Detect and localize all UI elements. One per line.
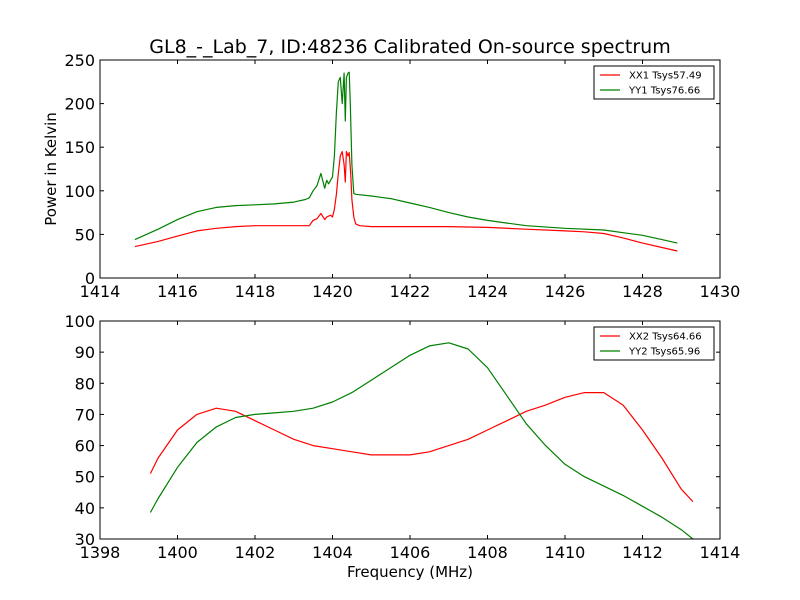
- y-tick-label: 100: [64, 182, 95, 201]
- chart-panel-2: 1398 1400 1402 1404 1406 1408 1410 1412 1414 30 40…: [64, 312, 740, 581]
- legend-box: [593, 326, 715, 361]
- x-tick-label: 1420: [312, 282, 353, 301]
- x-axis-label: Frequency (MHz): [347, 563, 473, 581]
- y-tick-label: 30: [75, 530, 95, 549]
- legend-box: [593, 65, 715, 100]
- legend: XX1 Tsys57.49 YY1 Tsys76.66: [593, 65, 715, 100]
- legend-label: YY1 Tsys76.66: [628, 86, 700, 97]
- x-tick-label: 1404: [312, 543, 353, 562]
- series-line-1-2: [134, 71, 678, 244]
- series-group: [134, 71, 678, 252]
- y-tick-label: 200: [64, 95, 95, 114]
- x-tick-label: 1408: [467, 543, 508, 562]
- panels: 1414 1416 1418 1420 1422 1424 1426 1428 14300501…: [42, 51, 740, 581]
- x-tick-label: 1416: [157, 282, 198, 301]
- y-tick-label: 70: [75, 405, 95, 424]
- y-tick-label: 90: [75, 343, 95, 362]
- y-tick-label: 50: [75, 468, 95, 487]
- legend-label: YY2 Tsys65.96: [628, 347, 700, 358]
- x-tick-label: 1430: [700, 282, 741, 301]
- x-tick-label: 1414: [80, 282, 121, 301]
- legend-label: XX1 Tsys57.49: [629, 71, 702, 82]
- x-tick-label: 1414: [700, 543, 741, 562]
- x-tick-label: 1428: [622, 282, 663, 301]
- series-line-1-1: [134, 151, 678, 252]
- y-tick-label: 80: [75, 374, 95, 393]
- y-tick-label: 0: [85, 269, 95, 288]
- x-tick-label: 1400: [157, 543, 198, 562]
- y-tick-label: 60: [75, 437, 95, 456]
- series-line-2-2: [149, 342, 694, 539]
- series-group: [149, 342, 694, 539]
- series-line-2-1: [149, 392, 694, 503]
- x-tick-label: 1406: [390, 543, 431, 562]
- x-tick-label: 1422: [390, 282, 431, 301]
- y-axis-label: Power in Kelvin: [42, 112, 60, 226]
- y-tick-label: 100: [64, 312, 95, 331]
- legend: XX2 Tsys64.66 YY2 Tsys65.96: [593, 326, 715, 361]
- x-tick-label: 1398: [80, 543, 121, 562]
- chart-title: GL8_-_Lab_7, ID:48236 Calibrated On-sour…: [149, 36, 670, 58]
- y-tick-label: 150: [64, 138, 95, 157]
- chart-panel-1: 1414 1416 1418 1420 1422 1424 1426 1428 1430 0 50 1…: [42, 51, 740, 301]
- y-tick-label: 40: [75, 499, 95, 518]
- legend-label: XX2 Tsys64.66: [629, 332, 702, 343]
- y-tick-label: 50: [75, 225, 95, 244]
- x-tick-label: 1418: [235, 282, 276, 301]
- x-tick-label: 1412: [622, 543, 663, 562]
- x-tick-label: 1410: [545, 543, 586, 562]
- x-tick-label: 1424: [467, 282, 508, 301]
- x-tick-label: 1426: [545, 282, 586, 301]
- y-tick-label: 250: [64, 51, 95, 70]
- x-tick-label: 1402: [235, 543, 276, 562]
